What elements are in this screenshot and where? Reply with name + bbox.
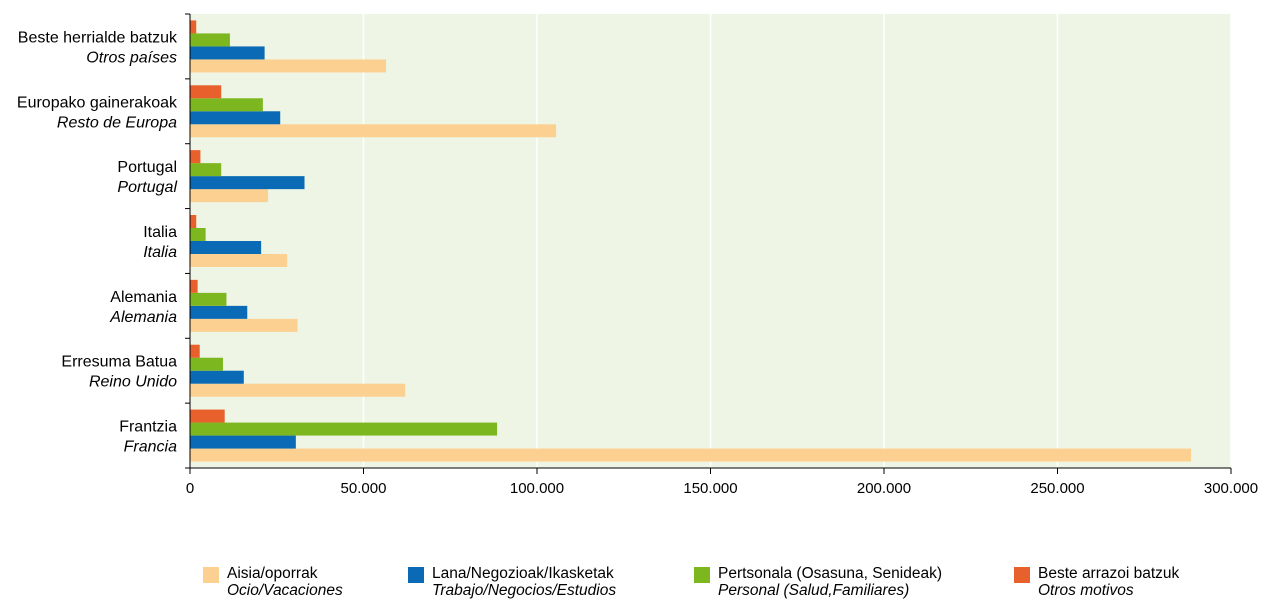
legend-item-work: Lana/Negozioak/Ikasketak Trabajo/Negocio… xyxy=(408,565,616,599)
bar-personal xyxy=(190,422,498,436)
bar-other xyxy=(190,215,197,228)
bar-other xyxy=(190,344,200,358)
bar-other xyxy=(190,85,222,99)
category-label-es: Francia xyxy=(124,439,177,456)
legend-label-work: Lana/Negozioak/Ikasketak xyxy=(432,565,614,582)
category-label: Italia xyxy=(143,224,177,241)
legend-item-personal: Pertsonala (Osasuna, Senideak) Personal … xyxy=(694,565,942,599)
bar-personal xyxy=(190,98,263,112)
bar-work xyxy=(190,46,265,60)
category-label: Frantzia xyxy=(119,419,177,436)
legend-label-personal-es: Personal (Salud,Familiares) xyxy=(718,582,910,599)
category-label-es: Otros países xyxy=(86,49,177,66)
category-label: Alemania xyxy=(110,289,177,306)
x-tick-label: 300.000 xyxy=(1204,480,1258,497)
x-tick-label: 0 xyxy=(186,480,194,497)
legend-label-other-es: Otros motivos xyxy=(1038,582,1134,599)
bar-other xyxy=(190,409,225,423)
legend-label-personal: Pertsonala (Osasuna, Senideak) xyxy=(718,565,943,582)
x-tick-label: 50.000 xyxy=(341,480,387,497)
bar-work xyxy=(190,176,305,190)
legend-swatch-personal xyxy=(694,567,710,583)
bar-leisure xyxy=(190,254,288,267)
category-labels: Frantzia Francia Erresuma Batua Reino Unido… xyxy=(17,29,178,455)
category-label-es: Resto de Europa xyxy=(57,114,177,131)
bar-leisure xyxy=(190,448,1192,462)
bar-personal xyxy=(190,357,223,371)
legend-swatch-work xyxy=(408,567,424,583)
bar-leisure xyxy=(190,59,387,73)
x-tick-label: 250.000 xyxy=(1030,480,1084,497)
category-label-es: Alemania xyxy=(109,309,177,326)
legend-label-other: Beste arrazoi batzuk xyxy=(1038,565,1180,582)
y-axis-ticks xyxy=(185,13,190,469)
bar-other xyxy=(190,20,197,34)
legend-swatch-other xyxy=(1014,567,1030,583)
bar-other xyxy=(190,150,201,164)
gridlines xyxy=(362,14,1232,468)
bar-personal xyxy=(190,228,206,241)
legend-swatch-leisure xyxy=(203,567,219,583)
bar-work xyxy=(190,305,248,319)
bar-work xyxy=(190,241,262,254)
category-label: Europako gainerakoak xyxy=(17,94,178,111)
x-axis-ticks: 0 50.000 100.000 150.000 200.000 250.000 300.0… xyxy=(186,468,1258,497)
bars xyxy=(190,20,1192,462)
bar-leisure xyxy=(190,124,557,138)
x-tick-label: 200.000 xyxy=(857,480,911,497)
legend: Aisia/oporrak Ocio/Vacaciones Lana/Negoz… xyxy=(0,565,1266,603)
bar-other xyxy=(190,279,198,293)
bar-work xyxy=(190,435,296,449)
category-label-es: Reino Unido xyxy=(89,374,177,391)
legend-label-leisure-es: Ocio/Vacaciones xyxy=(227,582,343,599)
category-label: Erresuma Batua xyxy=(61,354,177,371)
bar-leisure xyxy=(190,383,406,397)
category-label: Portugal xyxy=(117,159,177,176)
bar-personal xyxy=(190,292,227,306)
bar-leisure xyxy=(190,318,298,332)
legend-label-leisure: Aisia/oporrak xyxy=(227,565,318,582)
category-label-es: Italia xyxy=(143,244,177,261)
category-label: Beste herrialde batzuk xyxy=(18,29,178,46)
legend-item-leisure: Aisia/oporrak Ocio/Vacaciones xyxy=(203,565,343,599)
legend-item-other: Beste arrazoi batzuk Otros motivos xyxy=(1014,565,1179,599)
bar-personal xyxy=(190,163,222,177)
bar-work xyxy=(190,111,281,125)
x-tick-label: 150.000 xyxy=(683,480,737,497)
bar-personal xyxy=(190,33,230,47)
category-label-es: Portugal xyxy=(117,179,177,196)
legend-label-work-es: Trabajo/Negocios/Estudios xyxy=(432,582,617,599)
bar-work xyxy=(190,370,244,384)
x-tick-label: 100.000 xyxy=(510,480,564,497)
bar-chart: 0 50.000 100.000 150.000 200.000 250.000 300.0… xyxy=(17,13,1258,497)
bar-leisure xyxy=(190,189,269,203)
